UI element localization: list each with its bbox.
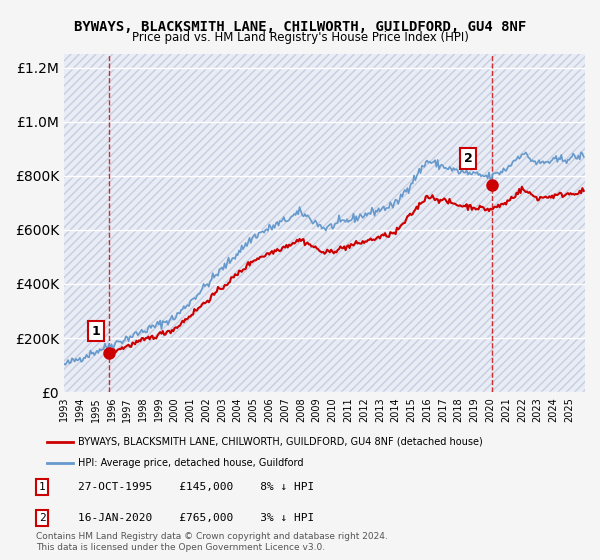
Text: 2: 2 — [38, 513, 46, 523]
Text: 1: 1 — [92, 325, 101, 338]
Text: 2: 2 — [464, 152, 472, 165]
Text: BYWAYS, BLACKSMITH LANE, CHILWORTH, GUILDFORD, GU4 8NF: BYWAYS, BLACKSMITH LANE, CHILWORTH, GUIL… — [74, 20, 526, 34]
Text: BYWAYS, BLACKSMITH LANE, CHILWORTH, GUILDFORD, GU4 8NF (detached house): BYWAYS, BLACKSMITH LANE, CHILWORTH, GUIL… — [78, 437, 483, 447]
Text: HPI: Average price, detached house, Guildford: HPI: Average price, detached house, Guil… — [78, 458, 304, 468]
Text: 16-JAN-2020    £765,000    3% ↓ HPI: 16-JAN-2020 £765,000 3% ↓ HPI — [78, 513, 314, 523]
Text: 27-OCT-1995    £145,000    8% ↓ HPI: 27-OCT-1995 £145,000 8% ↓ HPI — [78, 482, 314, 492]
Text: 1: 1 — [38, 482, 46, 492]
Text: Price paid vs. HM Land Registry's House Price Index (HPI): Price paid vs. HM Land Registry's House … — [131, 31, 469, 44]
Text: Contains HM Land Registry data © Crown copyright and database right 2024.
This d: Contains HM Land Registry data © Crown c… — [36, 532, 388, 552]
